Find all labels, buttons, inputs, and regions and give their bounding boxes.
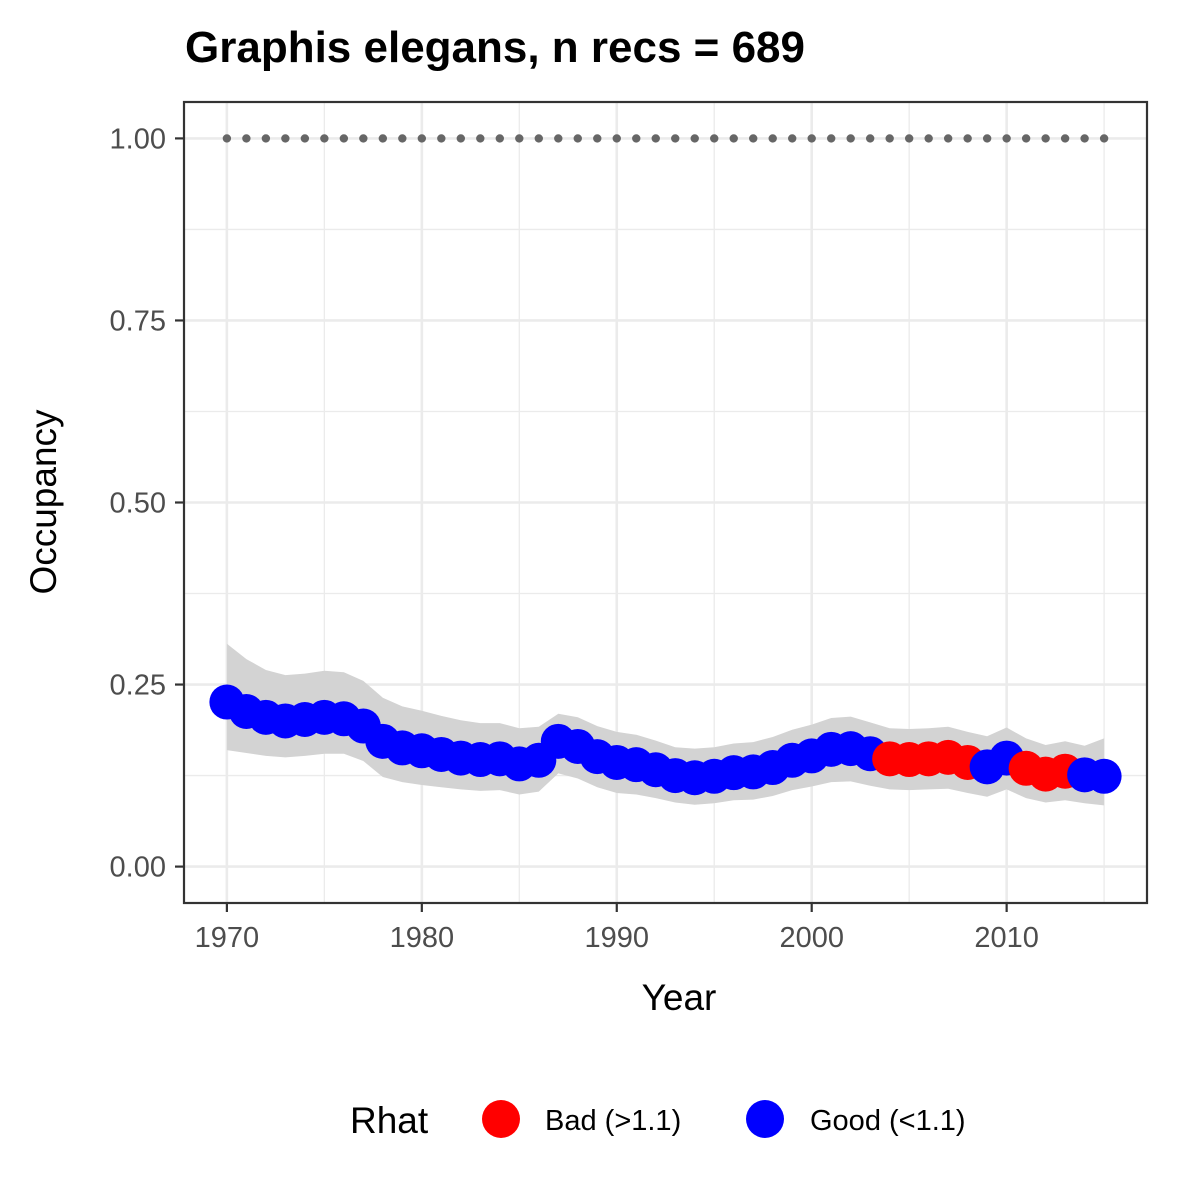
- occupancy-point-good: [1086, 758, 1122, 794]
- legend-key-bad: [482, 1100, 520, 1138]
- x-tick-label: 1980: [390, 922, 455, 954]
- chart-title: Graphis elegans, n recs = 689: [185, 23, 805, 72]
- reference-point: [495, 134, 505, 143]
- reference-point: [1002, 134, 1011, 143]
- reference-point: [476, 134, 485, 143]
- legend-label-good: Good (<1.1): [810, 1105, 966, 1137]
- reference-point: [573, 134, 582, 143]
- reference-point: [982, 134, 992, 143]
- reference-point: [320, 134, 329, 143]
- reference-point: [1080, 134, 1089, 143]
- reference-point: [865, 134, 875, 143]
- reference-point: [261, 134, 271, 143]
- reference-point: [378, 134, 388, 143]
- x-axis-title: Year: [642, 977, 717, 1018]
- reference-point: [943, 134, 953, 143]
- plot-panel: 1970 1980 1990 2000 2010 0.00 0.25 0.50 0.75 1.00: [110, 100, 1149, 954]
- y-tick-label: 0.25: [110, 670, 166, 702]
- reference-point: [963, 134, 972, 143]
- x-tick-label: 1970: [195, 922, 260, 954]
- reference-point: [222, 134, 232, 143]
- reference-point: [242, 134, 251, 143]
- reference-point: [710, 134, 719, 143]
- reference-point: [1060, 134, 1070, 143]
- reference-point: [846, 134, 855, 143]
- reference-point: [788, 134, 797, 143]
- legend-title: Rhat: [350, 1100, 429, 1141]
- x-tick-label: 1990: [585, 922, 650, 954]
- reference-point: [612, 134, 621, 143]
- y-axis-title: Occupancy: [23, 409, 64, 595]
- reference-point: [437, 134, 446, 143]
- reference-point: [281, 134, 290, 143]
- reference-point: [1041, 134, 1050, 143]
- legend-label-bad: Bad (>1.1): [545, 1105, 681, 1137]
- reference-point: [554, 134, 563, 143]
- reference-point: [768, 134, 777, 143]
- reference-point: [690, 134, 699, 143]
- y-tick-label: 0.00: [110, 852, 166, 884]
- x-tick-label: 2000: [779, 922, 844, 954]
- reference-point: [1099, 134, 1109, 143]
- x-tick-label: 2010: [974, 922, 1039, 954]
- reference-point: [1021, 134, 1031, 143]
- reference-point: [671, 134, 680, 143]
- reference-point: [729, 134, 738, 143]
- legend-key-good: [746, 1100, 784, 1138]
- reference-point: [534, 134, 543, 143]
- reference-point: [826, 134, 836, 143]
- reference-point: [651, 134, 660, 143]
- y-tick-label: 1.00: [110, 123, 166, 155]
- reference-point: [593, 134, 602, 143]
- reference-point: [885, 134, 894, 143]
- reference-point: [398, 134, 407, 143]
- reference-point: [904, 134, 914, 143]
- reference-point: [515, 134, 524, 143]
- reference-point: [924, 134, 933, 143]
- reference-point: [359, 134, 368, 143]
- reference-point: [749, 134, 758, 143]
- reference-point: [456, 134, 466, 143]
- y-tick-label: 0.50: [110, 488, 166, 520]
- reference-point: [300, 134, 310, 143]
- reference-point: [807, 134, 816, 143]
- reference-point: [339, 134, 349, 143]
- reference-point: [632, 134, 641, 143]
- y-tick-label: 0.75: [110, 305, 166, 337]
- legend: Rhat Bad (>1.1) Good (<1.1): [350, 1100, 966, 1141]
- reference-point: [417, 134, 427, 143]
